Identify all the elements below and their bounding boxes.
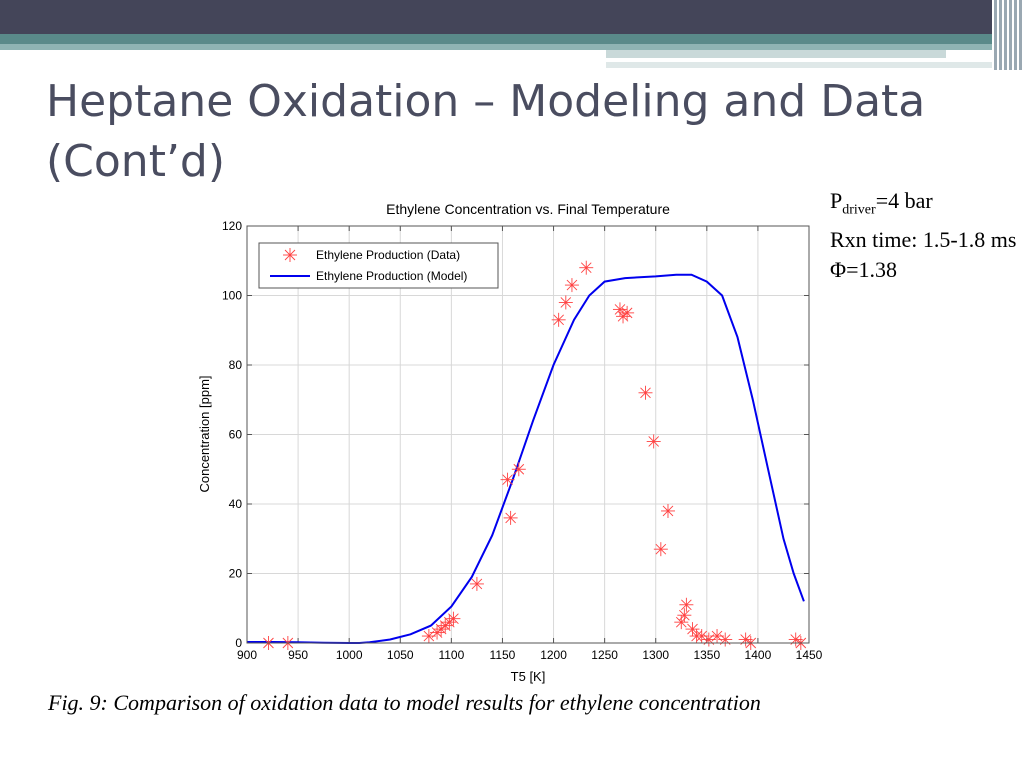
y-tick-label: 60 <box>229 428 243 442</box>
x-tick-label: 900 <box>237 648 257 662</box>
header-accent-bar <box>606 50 946 58</box>
data-point <box>679 597 694 612</box>
data-point <box>558 295 573 310</box>
data-point <box>653 542 668 557</box>
x-tick-label: 1000 <box>336 648 363 662</box>
data-point <box>503 510 518 525</box>
x-tick-label: 1250 <box>591 648 618 662</box>
data-point <box>660 503 675 518</box>
header-accent-bar-2 <box>606 62 1006 68</box>
grid-lines <box>247 226 809 643</box>
ethylene-chart: 0 20 40 60 80 100 120 900 950 1000 1050 1100 1150 120… <box>197 201 823 684</box>
chart-title: Ethylene Concentration vs. Final Tempera… <box>386 201 670 217</box>
header-band-light <box>0 44 1024 50</box>
legend: Ethylene Production (Data) Ethylene Prod… <box>258 242 499 289</box>
data-point <box>564 278 579 293</box>
legend-model-label: Ethylene Production (Model) <box>316 269 467 283</box>
data-point <box>469 576 484 591</box>
y-tick-label: 0 <box>235 636 242 650</box>
data-point <box>511 462 526 477</box>
y-tick-label: 20 <box>229 567 243 581</box>
figure-caption: Fig. 9: Comparison of oxidation data to … <box>48 690 761 715</box>
data-point <box>685 622 700 637</box>
legend-data-marker <box>283 248 297 262</box>
pressure-line: Pdriver=4 bar <box>830 186 1020 225</box>
data-point <box>579 260 594 275</box>
header-band-dark <box>0 0 1024 34</box>
x-tick-label: 1300 <box>642 648 669 662</box>
x-tick-label: 950 <box>288 648 308 662</box>
x-tick-label: 1450 <box>796 648 823 662</box>
data-point <box>446 611 461 626</box>
x-tick-label: 1200 <box>540 648 567 662</box>
y-tick-label: 120 <box>222 219 242 233</box>
x-tick-label: 1350 <box>693 648 720 662</box>
y-tick-label: 100 <box>222 289 242 303</box>
header-band-teal <box>0 34 1024 44</box>
data-point <box>638 385 653 400</box>
data-point <box>694 629 709 644</box>
slide-title: Heptane Oxidation – Modeling and Data (C… <box>46 76 926 187</box>
x-tick-label: 1150 <box>490 648 516 662</box>
data-point <box>718 632 733 647</box>
reaction-time: Rxn time: 1.5-1.8 ms <box>830 227 1017 253</box>
y-tick-label: 80 <box>229 358 243 372</box>
data-point <box>677 608 692 623</box>
legend-marker-star <box>283 248 297 262</box>
data-series <box>261 260 808 650</box>
legend-box <box>258 242 499 289</box>
plot-frame <box>246 225 810 644</box>
x-tick-label: 1100 <box>438 648 464 662</box>
data-point <box>500 472 515 487</box>
data-point <box>620 305 635 320</box>
pressure-symbol: P <box>830 188 843 213</box>
data-point <box>646 434 661 449</box>
x-axis-label: T5 [K] <box>511 669 546 684</box>
y-axis-label: Concentration [ppm] <box>197 375 212 492</box>
legend-data-label: Ethylene Production (Data) <box>316 248 460 262</box>
pressure-subscript: driver <box>842 202 876 218</box>
x-tick-label: 1050 <box>387 648 414 662</box>
y-tick-label: 40 <box>229 497 243 511</box>
tick-labels: 0 20 40 60 80 100 120 900 950 1000 1050 1100 1150 120… <box>222 219 823 662</box>
equivalence-ratio: Φ=1.38 <box>830 257 897 283</box>
data-point <box>551 312 566 327</box>
pressure-value: =4 bar <box>875 188 933 213</box>
experiment-parameters: Pdriver=4 bar Rxn time: 1.5-1.8 ms Φ=1.3… <box>830 186 1020 285</box>
header-vertical-stripes <box>992 0 1024 70</box>
x-tick-label: 1400 <box>745 648 772 662</box>
